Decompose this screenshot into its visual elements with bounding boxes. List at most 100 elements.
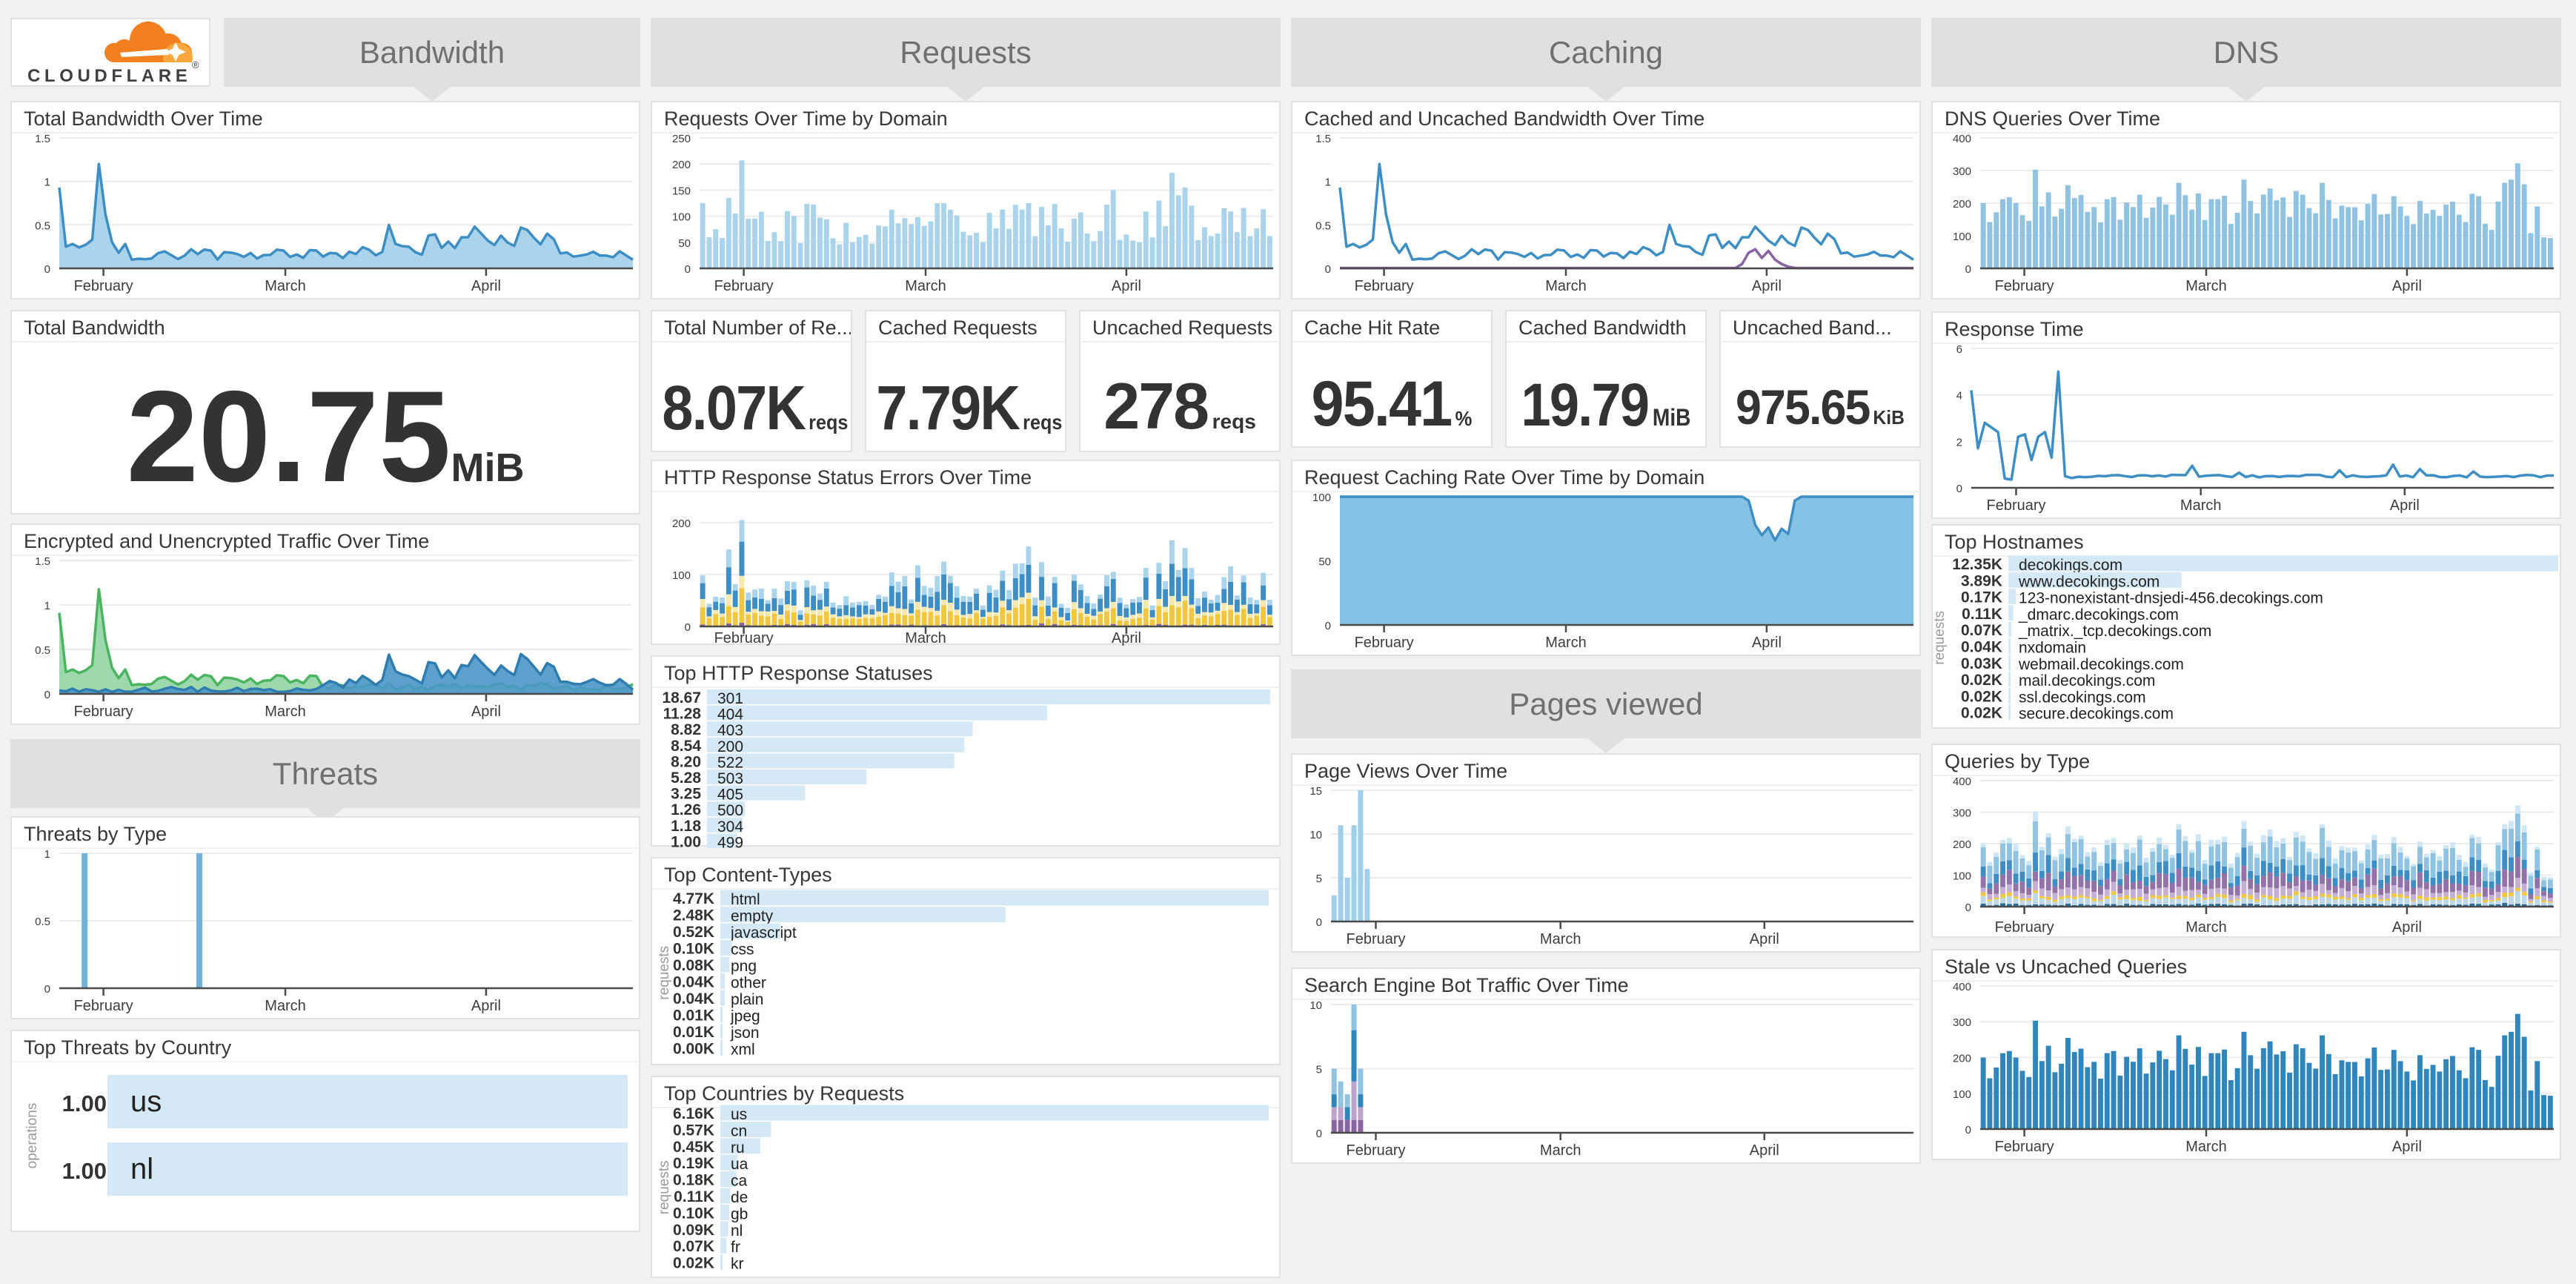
svg-text:300: 300 — [1953, 807, 1971, 820]
svg-text:1.5: 1.5 — [35, 555, 50, 568]
svg-text:February: February — [74, 998, 133, 1014]
svg-text:200: 200 — [1953, 838, 1971, 851]
svg-text:10: 10 — [1309, 999, 1322, 1012]
svg-text:0.5: 0.5 — [35, 916, 50, 928]
svg-text:fr: fr — [731, 1239, 740, 1256]
svg-text:0.04K: 0.04K — [673, 990, 714, 1007]
svg-text:6: 6 — [1956, 343, 1962, 356]
svg-text:1: 1 — [44, 176, 50, 189]
svg-text:March: March — [265, 998, 306, 1014]
svg-text:March: March — [265, 704, 306, 720]
svg-text:0: 0 — [1325, 263, 1331, 276]
svg-text:403: 403 — [717, 722, 743, 739]
svg-text:February: February — [1355, 635, 1414, 651]
svg-text:499: 499 — [717, 834, 743, 848]
svg-text:200: 200 — [672, 159, 691, 171]
svg-text:March: March — [2180, 497, 2222, 514]
svg-text:March: March — [1545, 635, 1587, 651]
svg-text:301: 301 — [717, 690, 743, 707]
svg-text:4: 4 — [1956, 390, 1962, 403]
svg-text:February: February — [1355, 278, 1414, 294]
svg-text:json: json — [730, 1025, 760, 1042]
svg-text:®: ® — [192, 59, 199, 70]
svg-text:March: March — [2185, 919, 2227, 936]
svg-text:April: April — [1112, 278, 1141, 294]
svg-text:12.35K: 12.35K — [1952, 556, 2002, 573]
svg-text:100: 100 — [1953, 1088, 1971, 1101]
svg-text:0.02K: 0.02K — [1961, 688, 2002, 705]
svg-text:March: March — [1540, 931, 1581, 947]
svg-text:decokings.com: decokings.com — [2019, 557, 2122, 574]
svg-text:200: 200 — [717, 738, 743, 755]
svg-text:2: 2 — [1956, 436, 1962, 449]
svg-text:0.07K: 0.07K — [673, 1238, 714, 1255]
svg-text:0.5: 0.5 — [35, 644, 50, 657]
svg-text:1: 1 — [44, 848, 50, 861]
svg-text:304: 304 — [717, 818, 743, 835]
svg-text:8.54: 8.54 — [671, 738, 701, 755]
svg-text:150: 150 — [672, 185, 691, 197]
svg-text:8.82: 8.82 — [671, 721, 701, 738]
svg-text:1: 1 — [44, 600, 50, 612]
svg-text:February: February — [1995, 919, 2054, 936]
svg-text:405: 405 — [717, 787, 743, 804]
svg-text:javascript: javascript — [730, 924, 797, 942]
svg-text:us: us — [731, 1106, 747, 1123]
svg-text:0.03K: 0.03K — [1961, 655, 2002, 672]
svg-text:6.16K: 6.16K — [673, 1105, 714, 1122]
svg-text:xml: xml — [731, 1042, 755, 1059]
svg-text:April: April — [1112, 630, 1141, 646]
svg-text:0: 0 — [1325, 620, 1331, 632]
svg-text:February: February — [1346, 1142, 1405, 1159]
svg-text:0.11K: 0.11K — [1962, 606, 2002, 623]
svg-text:operations: operations — [24, 1103, 40, 1169]
svg-text:February: February — [714, 630, 774, 646]
svg-text:kr: kr — [731, 1256, 744, 1273]
svg-text:0.17K: 0.17K — [1961, 589, 2002, 606]
svg-text:April: April — [1750, 1142, 1779, 1159]
svg-text:April: April — [1750, 931, 1779, 947]
svg-text:0.01K: 0.01K — [673, 1024, 714, 1041]
svg-text:us: us — [130, 1085, 162, 1118]
svg-text:1: 1 — [1325, 176, 1331, 189]
svg-text:0: 0 — [44, 983, 50, 996]
svg-text:mail.decokings.com: mail.decokings.com — [2019, 672, 2155, 689]
svg-text:February: February — [1995, 278, 2054, 294]
svg-text:0.57K: 0.57K — [673, 1122, 714, 1139]
svg-text:400: 400 — [1953, 981, 1971, 993]
svg-text:March: March — [1540, 1142, 1581, 1159]
svg-text:0.04K: 0.04K — [673, 974, 714, 991]
svg-text:100: 100 — [672, 569, 691, 582]
svg-text:ua: ua — [731, 1156, 748, 1173]
svg-text:100: 100 — [1953, 870, 1971, 883]
svg-text:100: 100 — [672, 211, 691, 224]
svg-text:nl: nl — [731, 1222, 743, 1240]
svg-text:0: 0 — [685, 621, 691, 634]
svg-text:February: February — [74, 704, 133, 720]
svg-text:503: 503 — [717, 770, 743, 787]
svg-text:February: February — [714, 278, 774, 294]
svg-text:500: 500 — [717, 802, 743, 819]
svg-text:March: March — [265, 278, 306, 294]
svg-text:ssl.decokings.com: ssl.decokings.com — [2019, 689, 2146, 706]
svg-text:0: 0 — [44, 689, 50, 701]
svg-text:April: April — [471, 998, 501, 1014]
svg-text:April: April — [2392, 919, 2422, 936]
svg-text:15: 15 — [1309, 785, 1322, 798]
svg-text:1.26: 1.26 — [671, 801, 701, 818]
svg-text:nl: nl — [130, 1153, 153, 1185]
svg-text:10: 10 — [1309, 829, 1322, 841]
svg-text:123-nonexistant-dnsjedi-456.de: 123-nonexistant-dnsjedi-456.decokings.co… — [2019, 590, 2323, 607]
svg-text:0.11K: 0.11K — [674, 1188, 714, 1205]
svg-text:_dmarc.decokings.com: _dmarc.decokings.com — [2018, 606, 2179, 623]
svg-text:0.10K: 0.10K — [673, 1205, 714, 1222]
svg-text:0.00K: 0.00K — [673, 1041, 714, 1058]
svg-text:1.00: 1.00 — [671, 833, 701, 848]
svg-text:522: 522 — [717, 754, 743, 771]
svg-text:300: 300 — [1953, 1016, 1971, 1029]
svg-text:11.28: 11.28 — [663, 706, 702, 723]
svg-text:requests: requests — [657, 946, 672, 1000]
svg-text:0.45K: 0.45K — [673, 1139, 714, 1156]
svg-text:0: 0 — [44, 263, 50, 276]
svg-text:1.5: 1.5 — [1315, 133, 1331, 145]
